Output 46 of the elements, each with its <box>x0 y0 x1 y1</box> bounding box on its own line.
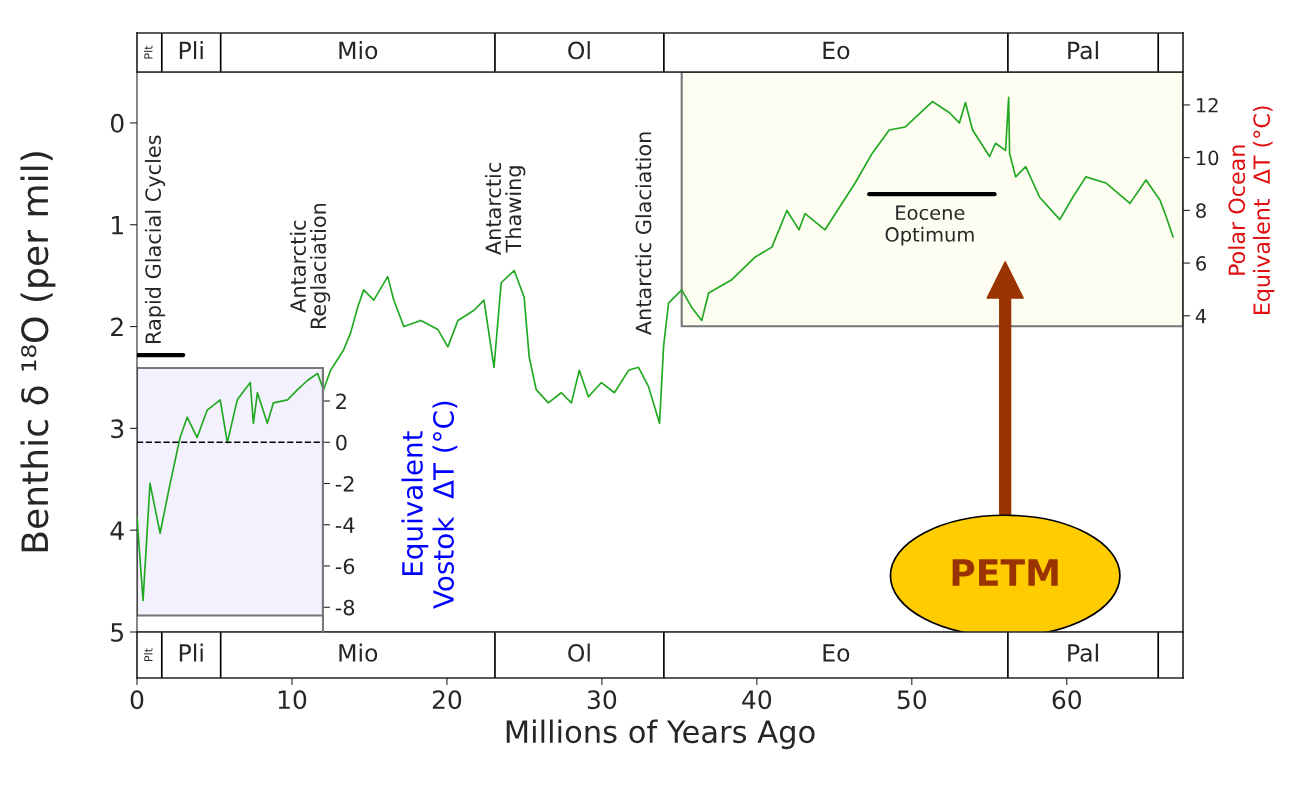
y3-tick-label: -6 <box>335 558 355 575</box>
x-tick-label: 0 <box>130 690 144 710</box>
x-axis-title: Millions of Years Ago <box>506 719 815 750</box>
y-axis-title: Benthic δ ¹⁸O (per mil) <box>20 152 56 552</box>
y2-axis-title: Polar Ocean Equivalent ΔT (°C) <box>1227 106 1275 315</box>
x-tick-label: 40 <box>742 690 772 710</box>
annotation: Rapid Glacial Cycles <box>144 135 166 343</box>
text: Pal <box>1068 41 1098 60</box>
x-tick-label: 50 <box>897 690 927 710</box>
text: Pal <box>1068 643 1098 662</box>
y2-tick-label: 8 <box>1196 203 1206 219</box>
annotation: Antarctic Glaciation <box>635 132 652 336</box>
y3-tick-label: -2 <box>335 475 354 492</box>
y3-axis-title: Equivalent Vostok ΔT (°C) <box>401 401 458 609</box>
y-tick-label: 2 <box>111 317 123 337</box>
text: Ol <box>568 41 590 60</box>
annotation: PETM <box>952 559 1058 586</box>
annotation: Eocene Optimum <box>885 205 974 246</box>
y3-tick-label: 0 <box>336 434 347 451</box>
x-tick-label: 30 <box>587 690 617 710</box>
x-tick-label: 10 <box>278 690 307 710</box>
text: Ol <box>568 643 590 662</box>
y3-tick-label: -8 <box>335 599 355 616</box>
x-tick-label: 20 <box>432 690 462 710</box>
text: Mio <box>339 643 378 662</box>
y-tick-label: 5 <box>111 623 124 642</box>
annotation: Antarctic Thawing <box>485 163 526 255</box>
x-tick-label: 60 <box>1052 690 1082 710</box>
y-tick-label: 0 <box>110 113 124 133</box>
text: Pli <box>179 41 203 60</box>
annotation: Antarctic Reglaciation <box>289 203 331 329</box>
y2-tick-label: 4 <box>1195 308 1207 324</box>
y3-tick-label: -4 <box>335 517 355 533</box>
text: Plt <box>144 648 153 661</box>
y-tick-label: 3 <box>111 419 124 439</box>
text: Pli <box>179 643 203 662</box>
y-tick-label: 1 <box>112 216 123 235</box>
text: Eo <box>823 644 850 662</box>
text: Mio <box>339 41 378 60</box>
text: Plt <box>144 45 153 59</box>
y2-tick-label: 6 <box>1196 256 1206 271</box>
y-tick-label: 4 <box>110 521 124 540</box>
y3-tick-label: 2 <box>336 393 346 409</box>
text: Eo <box>823 41 850 60</box>
y2-tick-label: 12 <box>1196 97 1218 113</box>
y2-tick-label: 10 <box>1196 150 1219 166</box>
